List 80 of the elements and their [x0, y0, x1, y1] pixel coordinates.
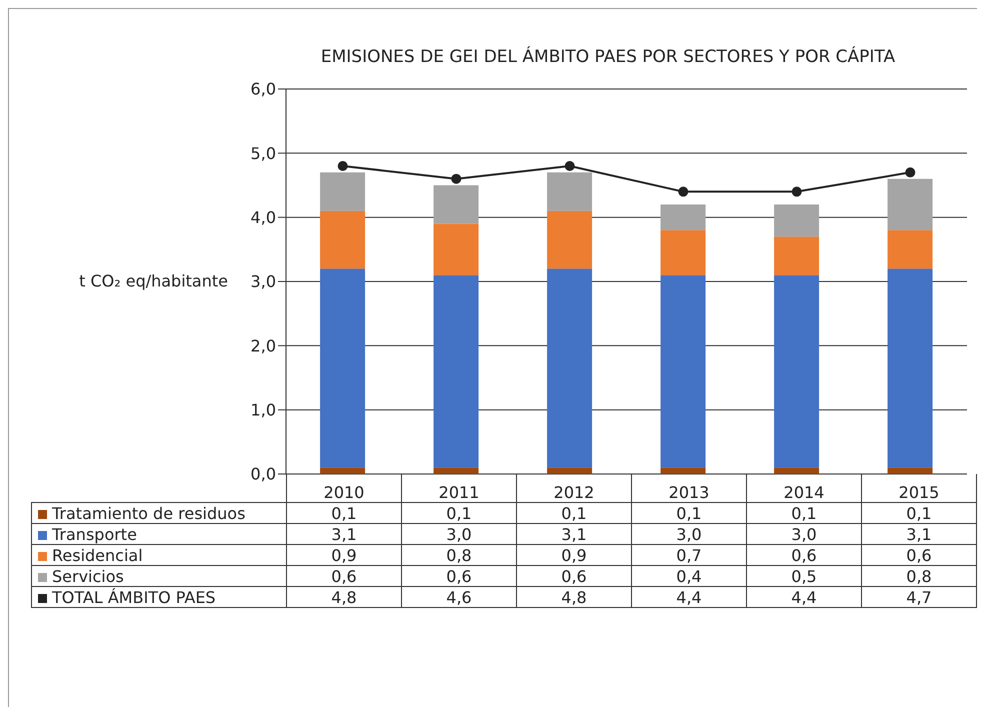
- data-label: 4,4: [632, 586, 746, 608]
- point: [678, 186, 688, 197]
- data-label: 4,7: [862, 586, 976, 608]
- bar: [774, 275, 820, 468]
- x-tick-label: 2010: [286, 474, 402, 502]
- legend-label: Tratamiento de residuos: [32, 502, 286, 524]
- bar: [660, 204, 706, 230]
- data-label: 0,7: [632, 544, 746, 566]
- y-tick-label: 4,0: [250, 208, 276, 228]
- y-axis-title: t CO₂ eq/habitante: [79, 272, 228, 290]
- x-tick-label: 2015: [862, 474, 976, 502]
- data-label: 3,1: [286, 524, 402, 544]
- y-tick-label: 6,0: [250, 80, 276, 99]
- x-tick-label: 2012: [516, 474, 632, 502]
- bar: [547, 468, 592, 474]
- bar: [888, 468, 933, 474]
- point: [564, 161, 575, 171]
- data-label: 0,1: [516, 502, 632, 524]
- data-label: 3,1: [862, 524, 976, 544]
- bar: [434, 185, 479, 224]
- bar: [320, 172, 366, 211]
- bar: [660, 468, 706, 474]
- chart-title: EMISIONES DE GEI DEL ÁMBITO PAES POR SECTORES Y POR CÁPITA: [320, 47, 896, 67]
- data-label: 0,1: [746, 502, 862, 524]
- bar: [888, 268, 933, 468]
- data-label: 4,4: [746, 586, 862, 608]
- legend-label: Transporte: [32, 524, 286, 544]
- data-label: 4,8: [286, 586, 402, 608]
- data-label: 0,1: [632, 502, 746, 524]
- bar: [888, 230, 933, 269]
- bar: [660, 230, 706, 276]
- bar: [320, 268, 366, 468]
- point: [905, 167, 916, 178]
- data-label: 4,6: [402, 586, 516, 608]
- data-label: 3,0: [746, 524, 862, 544]
- point: [338, 161, 348, 171]
- data-label: 0,1: [862, 502, 976, 524]
- data-label: 0,1: [286, 502, 402, 524]
- bar: [434, 468, 479, 474]
- bar: [547, 210, 592, 269]
- bar: [547, 172, 592, 211]
- bar: [774, 468, 820, 474]
- y-tick-label: 5,0: [250, 144, 276, 163]
- data-label: 3,0: [402, 524, 516, 544]
- bar: [434, 275, 479, 468]
- x-tick-label: 2014: [746, 474, 862, 502]
- data-label: 0,8: [402, 544, 516, 566]
- data-label: 0,5: [746, 566, 862, 586]
- bar: [320, 210, 366, 269]
- legend-label: TOTAL ÁMBITO PAES: [32, 586, 286, 608]
- bar: [547, 268, 592, 468]
- data-label: 0,6: [516, 566, 632, 586]
- y-tick-label: 0,0: [250, 464, 276, 484]
- bar: [888, 178, 933, 230]
- bar: [320, 468, 366, 474]
- data-label: 0,6: [746, 544, 862, 566]
- data-label: 3,0: [632, 524, 746, 544]
- point: [451, 174, 462, 184]
- legend-label: Servicios: [32, 566, 286, 586]
- legend-label: Residencial: [32, 544, 286, 566]
- data-label: 3,1: [516, 524, 632, 544]
- bar: [434, 224, 479, 276]
- data-label: 4,8: [516, 586, 632, 608]
- bar: [774, 204, 820, 237]
- bar: [774, 236, 820, 276]
- y-tick-label: 2,0: [250, 336, 276, 356]
- point: [792, 186, 802, 197]
- data-label: 0,9: [286, 544, 402, 566]
- data-label: 0,6: [862, 544, 976, 566]
- data-label: 0,9: [516, 544, 632, 566]
- data-label: 0,4: [632, 566, 746, 586]
- data-label: 0,1: [402, 502, 516, 524]
- data-label: 0,6: [402, 566, 516, 586]
- x-tick-label: 2013: [632, 474, 746, 502]
- x-tick-label: 2011: [402, 474, 516, 502]
- y-tick-label: 3,0: [250, 272, 276, 292]
- y-tick-label: 1,0: [250, 400, 276, 420]
- bar: [660, 275, 706, 468]
- data-label: 0,8: [862, 566, 976, 586]
- data-label: 0,6: [286, 566, 402, 586]
